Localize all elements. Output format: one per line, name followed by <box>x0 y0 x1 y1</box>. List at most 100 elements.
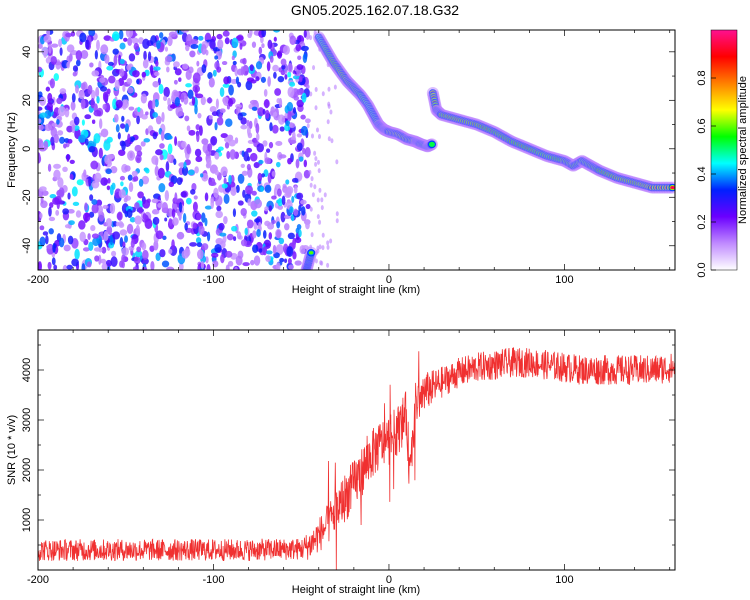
noise-blob <box>223 193 230 204</box>
noise-blob <box>207 143 213 152</box>
noise-blob <box>240 239 247 247</box>
noise-blob <box>216 66 222 73</box>
noise-blob <box>149 64 154 76</box>
noise-blob <box>174 192 178 204</box>
noise-blob <box>75 84 79 94</box>
noise-blob <box>254 218 261 223</box>
noise-blob <box>265 148 271 153</box>
noise-blob <box>205 256 209 264</box>
noise-blob <box>252 244 259 253</box>
noise-blob <box>142 213 147 220</box>
noise-blob <box>53 169 61 181</box>
noise-blob <box>159 249 166 258</box>
noise-blob <box>64 107 70 118</box>
noise-blob <box>296 192 304 200</box>
noise-blob <box>261 30 267 38</box>
noise-blob <box>94 255 100 262</box>
noise-blob <box>277 50 283 59</box>
noise-blob <box>214 151 220 160</box>
noise-blob <box>146 198 151 204</box>
noise-blob <box>95 87 100 98</box>
noise-blob <box>242 64 249 76</box>
noise-blob <box>91 203 99 214</box>
noise-blob <box>109 234 114 246</box>
noise-blob <box>46 244 54 249</box>
noise-blob <box>194 86 198 98</box>
noise-blob <box>206 97 213 104</box>
noise-blob <box>65 32 72 38</box>
noise-blob <box>294 260 302 266</box>
noise-blob <box>76 179 84 186</box>
noise-blob <box>272 244 277 255</box>
noise-blob <box>93 133 101 144</box>
noise-blob <box>277 75 285 83</box>
noise-blob <box>292 251 297 260</box>
noise-blob <box>115 221 120 227</box>
noise-blob <box>100 44 109 55</box>
noise-blob <box>78 134 87 143</box>
noise-blob <box>136 150 143 157</box>
noise-blob <box>200 260 205 270</box>
noise-blob <box>198 35 204 41</box>
noise-blob <box>62 264 68 270</box>
spectrogram-x-label: Height of straight line (km) <box>292 284 420 296</box>
noise-blob <box>224 141 230 149</box>
noise-blob <box>196 213 202 221</box>
noise-blob <box>118 30 124 40</box>
noise-blob <box>66 264 73 270</box>
noise-blob <box>198 125 203 136</box>
noise-blob <box>47 261 52 270</box>
noise-blob <box>149 245 155 252</box>
colorbar-label: Normalized spectral amplitude <box>737 76 749 224</box>
noise-blob <box>276 221 281 229</box>
noise-blob <box>168 31 177 38</box>
noise-blob <box>69 159 75 164</box>
noise-blob <box>110 166 118 174</box>
noise-blob <box>67 209 75 214</box>
noise-blob <box>166 152 172 163</box>
noise-blob <box>275 244 284 255</box>
noise-blob <box>143 50 147 61</box>
noise-blob <box>141 242 147 251</box>
noise-blob <box>71 186 78 197</box>
noise-blob <box>178 201 183 213</box>
noise-blob <box>135 51 140 56</box>
noise-blob <box>47 92 53 102</box>
snr-y-label: SNR (10 * v/v) <box>6 415 18 485</box>
noise-blob <box>121 115 125 122</box>
noise-blob <box>298 156 304 162</box>
noise-blob <box>247 132 253 139</box>
noise-blob <box>106 185 111 191</box>
noise-blob <box>49 194 57 199</box>
x-tick-label: -200 <box>27 274 49 286</box>
noise-blob <box>45 86 51 92</box>
noise-blob <box>168 181 175 188</box>
noise-blob <box>274 88 282 96</box>
noise-blob <box>135 224 141 236</box>
noise-blob <box>264 184 272 193</box>
noise-blob <box>39 186 47 192</box>
noise-blob <box>126 223 134 235</box>
noise-blob <box>264 157 271 165</box>
noise-blob <box>38 43 43 49</box>
noise-blob <box>232 208 237 218</box>
noise-blob <box>53 163 61 169</box>
noise-blob <box>286 101 294 112</box>
y-tick-label: 4000 <box>21 358 33 382</box>
noise-blob <box>91 119 96 124</box>
spectrogram-x-ticks: -200 -100 0 100 <box>27 30 671 286</box>
noise-blob <box>314 87 318 93</box>
noise-blob <box>160 130 165 141</box>
noise-blob <box>70 31 76 37</box>
noise-blob <box>219 87 225 97</box>
noise-blob <box>207 72 213 80</box>
snr-x-label: Height of straight line (km) <box>292 584 420 596</box>
noise-blob <box>178 77 182 82</box>
noise-blob <box>318 187 322 193</box>
noise-blob <box>112 98 117 110</box>
noise-blob <box>184 115 190 122</box>
noise-blob <box>326 262 330 268</box>
noise-blob <box>292 75 301 80</box>
noise-blob <box>184 222 188 231</box>
noise-blob <box>278 154 287 159</box>
